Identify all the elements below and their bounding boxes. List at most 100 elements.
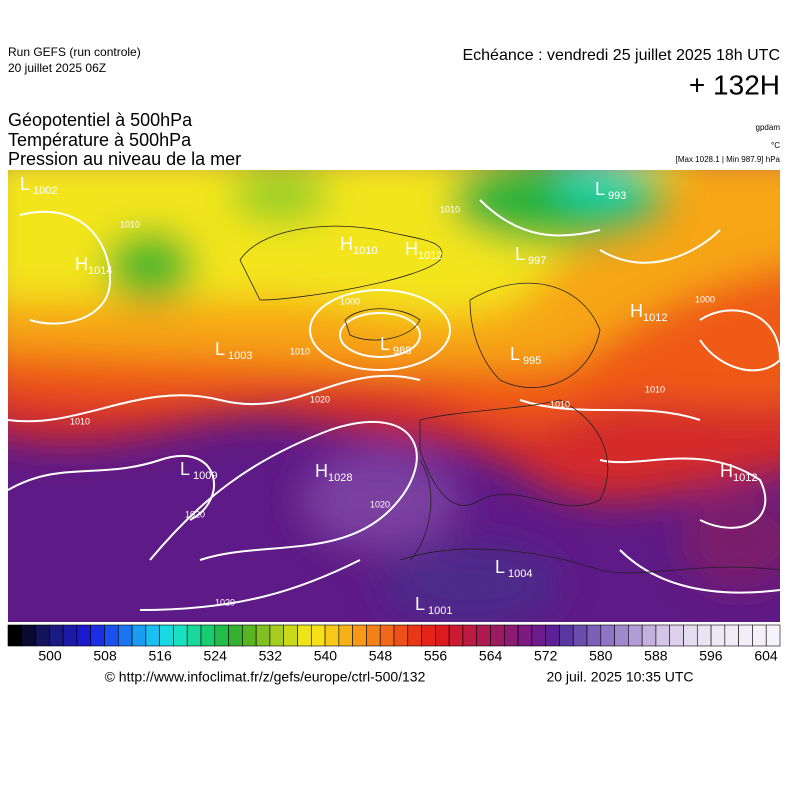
pressure-center: H 1012: [720, 461, 757, 484]
unit: gpdam: [756, 123, 781, 132]
pressure-center: L 1003: [215, 339, 252, 362]
colorbar-cell: [90, 624, 105, 647]
colorbar-tick-label: 540: [314, 648, 338, 664]
center-value: 1012: [418, 250, 442, 262]
colorbar-tick-label: 572: [534, 648, 558, 664]
pressure-center: H 1012: [405, 239, 442, 262]
pressure-center: L 1002: [20, 174, 57, 197]
isobar-label: 1020: [185, 509, 205, 519]
unit: °C: [771, 141, 780, 150]
colorbar-cell: [200, 624, 216, 647]
colorbar-cell: [614, 624, 629, 647]
center-value: 997: [528, 255, 546, 267]
colorbar-cell: [366, 624, 381, 647]
isobar-label: 1010: [70, 416, 90, 426]
colorbar-cell: [641, 624, 657, 647]
center-type: L: [180, 459, 190, 479]
center-type: H: [630, 301, 643, 321]
center-value: 1003: [228, 350, 252, 362]
unit: [Max 1028.1 | Min 987.9] hPa: [676, 155, 781, 164]
colorbar-cell: [600, 624, 615, 647]
pressure-center: L 988: [380, 334, 411, 357]
center-type: L: [595, 179, 605, 199]
pressure-center: L 1009: [180, 459, 217, 482]
pressure-center: L 993: [595, 179, 626, 202]
isobar-label: 1010: [440, 204, 460, 214]
colorbar-tick-label: 524: [204, 648, 228, 664]
colorbar-cell: [62, 624, 78, 647]
isobar-label: 1000: [340, 296, 360, 306]
isobar-label: 1000: [695, 294, 715, 304]
pressure-center: L 995: [510, 344, 541, 367]
colorbar-cell: [131, 624, 147, 647]
colorbar-cell: [255, 624, 271, 647]
generated-time: 20 juil. 2025 10:35 UTC: [546, 669, 693, 685]
colorbar-cell: [283, 624, 298, 647]
center-value: 988: [393, 345, 411, 357]
colorbar-cell: [159, 624, 174, 647]
center-type: H: [75, 254, 88, 274]
pressure-center: H 1012: [630, 301, 667, 324]
valid-time: Echéance : vendredi 25 juillet 2025 18h …: [462, 47, 780, 64]
colorbar-cell: [338, 624, 353, 647]
center-value: 1001: [428, 605, 452, 617]
colorbar-cell: [752, 624, 767, 647]
colorbar-cell: [503, 624, 519, 647]
center-value: 993: [608, 190, 626, 202]
colorbar-cell: [421, 624, 436, 647]
isobar-label: 1010: [120, 219, 140, 229]
isobar-label: 1010: [290, 346, 310, 356]
colorbar-cell: [765, 624, 781, 647]
colorbar-cell: [655, 624, 671, 647]
center-type: H: [720, 461, 733, 481]
isobar-label: 1010: [550, 399, 570, 409]
colorbar-tick-label: 508: [93, 648, 117, 664]
colorbar-cell: [710, 624, 726, 647]
center-value: 1028: [328, 472, 352, 484]
center-value: 1014: [88, 265, 112, 277]
center-type: L: [20, 174, 30, 194]
colorbar-cell: [35, 624, 50, 647]
colorbar-cell: [117, 624, 133, 647]
colorbar-cell: [76, 624, 92, 647]
center-value: 1009: [193, 470, 217, 482]
colorbar-tick-label: 556: [424, 648, 448, 664]
pressure-center: H 1014: [75, 254, 112, 277]
center-type: H: [340, 234, 353, 254]
center-type: L: [215, 339, 225, 359]
colorbar-tick-label: 500: [38, 648, 62, 664]
colorbar-cell: [476, 624, 491, 647]
colorbar-cell: [586, 624, 602, 647]
colorbar-tick-label: 532: [259, 648, 283, 664]
colorbar-cell: [628, 624, 643, 647]
colorbar-tick-label: 596: [699, 648, 723, 664]
colorbar-cell: [7, 624, 23, 647]
colorbar-tick-label: 548: [369, 648, 393, 664]
colorbar-cell: [724, 624, 739, 647]
center-type: H: [315, 461, 328, 481]
center-type: H: [405, 239, 418, 259]
colorbar-cell: [310, 624, 326, 647]
center-type: L: [515, 244, 525, 264]
colorbar-tick-label: 580: [589, 648, 613, 664]
isobar-label: 1010: [645, 384, 665, 394]
colorbar-tick-label: 588: [644, 648, 668, 664]
center-type: L: [510, 344, 520, 364]
colorbar-cell: [407, 624, 422, 647]
colorbar-tick-label: 564: [479, 648, 503, 664]
center-type: L: [495, 557, 505, 577]
isobar-label: 1020: [370, 499, 390, 509]
pressure-center: H 1028: [315, 461, 352, 484]
pressure-center: L 1001: [415, 594, 452, 617]
colorbar-cell: [545, 624, 560, 647]
center-value: 1012: [643, 312, 667, 324]
colorbar-cell: [435, 624, 450, 647]
colorbar-cell: [297, 624, 312, 647]
colorbar-cell: [214, 624, 229, 647]
colorbar-cell: [393, 624, 409, 647]
colorbar-cell: [517, 624, 533, 647]
colorbar-cell: [462, 624, 478, 647]
